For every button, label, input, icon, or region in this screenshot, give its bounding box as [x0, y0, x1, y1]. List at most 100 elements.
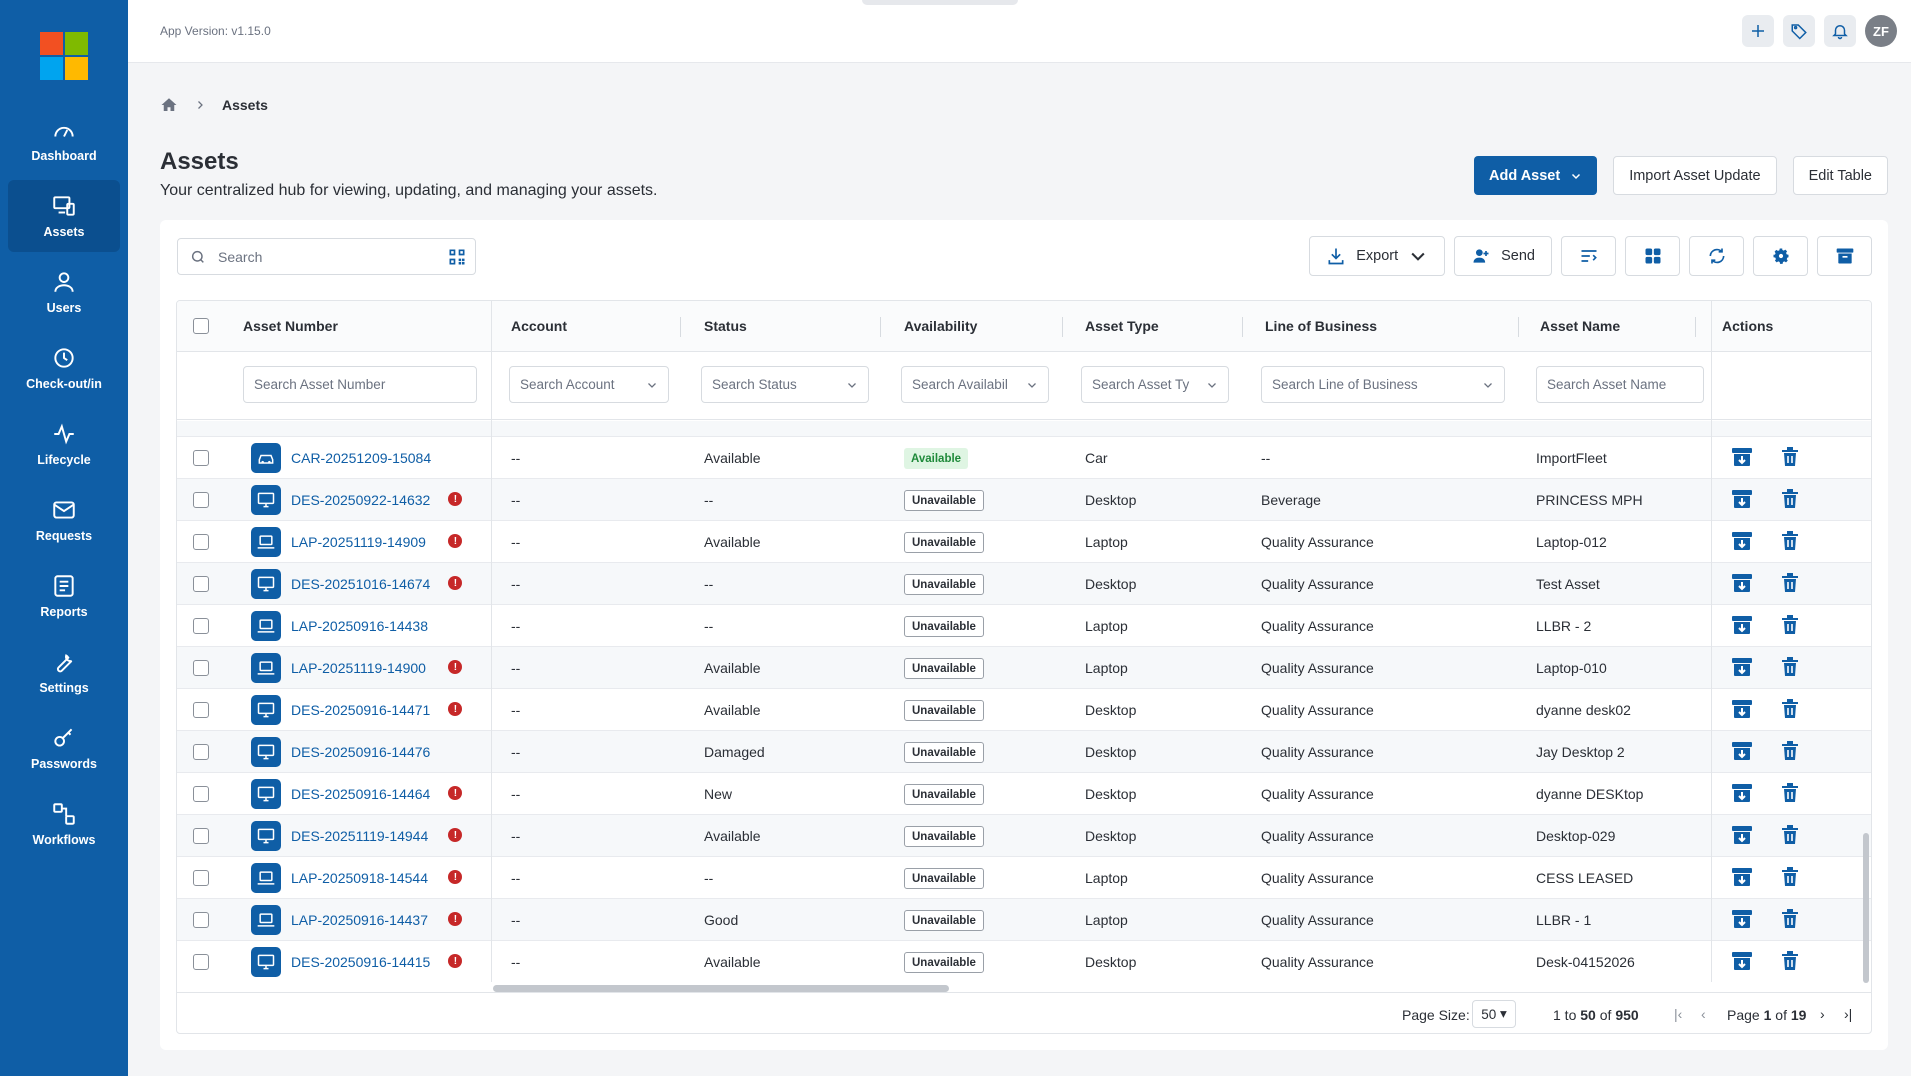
table-row[interactable] — [177, 421, 1871, 437]
row-checkbox[interactable] — [193, 702, 209, 718]
asset-number-link[interactable]: DES-20251119-14944 — [291, 828, 429, 844]
archive-row-icon[interactable] — [1730, 613, 1754, 637]
warning-icon[interactable]: ! — [448, 912, 463, 926]
sidebar-item-dashboard[interactable]: Dashboard — [8, 104, 120, 176]
asset-number-link[interactable]: DES-20250916-14471 — [291, 702, 431, 718]
asset-number-link[interactable]: LAP-20250918-14544 — [291, 870, 429, 886]
filter-availability[interactable]: Search Availabil — [901, 366, 1049, 403]
sidebar-item-assets[interactable]: Assets — [8, 180, 120, 252]
table-row[interactable]: DES-20250922-14632 ! -- -- Unavailable D… — [177, 479, 1871, 521]
archive-row-icon[interactable] — [1730, 739, 1754, 763]
asset-number-link[interactable]: LAP-20251119-14900 — [291, 660, 426, 676]
asset-number-link[interactable]: DES-20250916-14464 — [291, 786, 431, 802]
export-button[interactable]: Export — [1309, 236, 1446, 276]
filter-account[interactable]: Search Account — [509, 366, 669, 403]
column-resize-handle[interactable] — [1518, 317, 1519, 337]
row-checkbox[interactable] — [193, 660, 209, 676]
archive-row-icon[interactable] — [1730, 697, 1754, 721]
sidebar-item-users[interactable]: Users — [8, 256, 120, 328]
row-checkbox[interactable] — [193, 450, 209, 466]
archive-row-icon[interactable] — [1730, 655, 1754, 679]
table-row[interactable]: LAP-20250918-14544 ! -- -- Unavailable L… — [177, 857, 1871, 899]
sidebar-item-check-out-in[interactable]: Check-out/in — [8, 332, 120, 404]
filter-asset-type[interactable]: Search Asset Ty — [1081, 366, 1229, 403]
table-row[interactable]: DES-20251016-14674 ! -- -- Unavailable D… — [177, 563, 1871, 605]
row-checkbox[interactable] — [193, 870, 209, 886]
column-resize-handle[interactable] — [680, 317, 681, 337]
asset-number-link[interactable]: DES-20251016-14674 — [291, 576, 431, 592]
search-input[interactable] — [218, 248, 438, 265]
archive-row-icon[interactable] — [1730, 823, 1754, 847]
column-header-status[interactable]: Status — [704, 318, 747, 334]
row-checkbox[interactable] — [193, 912, 209, 928]
table-row[interactable]: DES-20250916-14471 ! -- Available Unavai… — [177, 689, 1871, 731]
asset-number-link[interactable]: DES-20250922-14632 — [291, 492, 431, 508]
archive-row-icon[interactable] — [1730, 445, 1754, 469]
table-row[interactable]: DES-20250916-14415 ! -- Available Unavai… — [177, 941, 1871, 982]
delete-row-icon[interactable] — [1778, 487, 1802, 511]
prev-page-button[interactable]: ‹ — [1701, 1006, 1706, 1022]
row-checkbox[interactable] — [193, 744, 209, 760]
asset-number-link[interactable]: LAP-20250916-14437 — [291, 912, 429, 928]
archive-row-icon[interactable] — [1730, 781, 1754, 805]
table-row[interactable]: DES-20251119-14944 ! -- Available Unavai… — [177, 815, 1871, 857]
warning-icon[interactable]: ! — [448, 954, 463, 968]
filter-line-of-business[interactable]: Search Line of Business — [1261, 366, 1505, 403]
filter-asset-name[interactable]: Search Asset Name — [1536, 366, 1704, 403]
archive-row-icon[interactable] — [1730, 571, 1754, 595]
select-all-checkbox[interactable] — [193, 318, 209, 334]
sidebar-item-settings[interactable]: Settings — [8, 636, 120, 708]
row-checkbox[interactable] — [193, 954, 209, 970]
warning-icon[interactable]: ! — [448, 786, 463, 800]
delete-row-icon[interactable] — [1778, 949, 1802, 973]
warning-icon[interactable]: ! — [448, 828, 463, 842]
table-row[interactable]: LAP-20250916-14437 ! -- Good Unavailable… — [177, 899, 1871, 941]
warning-icon[interactable]: ! — [448, 534, 463, 548]
asset-number-link[interactable]: CAR-20251209-15084 — [291, 450, 432, 466]
sidebar-item-passwords[interactable]: Passwords — [8, 712, 120, 784]
edit-table-button[interactable]: Edit Table — [1792, 156, 1888, 195]
delete-row-icon[interactable] — [1778, 613, 1802, 637]
column-resize-handle[interactable] — [1062, 317, 1063, 337]
table-row[interactable]: DES-20250916-14476 -- Damaged Unavailabl… — [177, 731, 1871, 773]
delete-row-icon[interactable] — [1778, 739, 1802, 763]
asset-number-link[interactable]: DES-20250916-14476 — [291, 744, 431, 760]
sidebar-item-lifecycle[interactable]: Lifecycle — [8, 408, 120, 480]
table-row[interactable]: CAR-20251209-15084 -- Available Availabl… — [177, 437, 1871, 479]
row-checkbox[interactable] — [193, 828, 209, 844]
home-icon[interactable] — [160, 96, 178, 114]
delete-row-icon[interactable] — [1778, 529, 1802, 553]
add-button[interactable] — [1742, 15, 1774, 47]
column-resize-handle[interactable] — [1242, 317, 1243, 337]
tag-button[interactable] — [1783, 15, 1815, 47]
refresh-button[interactable] — [1689, 236, 1744, 276]
asset-number-link[interactable]: DES-20250916-14415 — [291, 954, 431, 970]
archive-row-icon[interactable] — [1730, 865, 1754, 889]
page-size-select[interactable]: 50 ▾ — [1472, 1000, 1516, 1028]
archive-row-icon[interactable] — [1730, 487, 1754, 511]
first-page-button[interactable]: |‹ — [1674, 1006, 1683, 1022]
add-asset-button[interactable]: Add Asset — [1474, 156, 1598, 195]
column-header-asset-type[interactable]: Asset Type — [1085, 318, 1159, 334]
delete-row-icon[interactable] — [1778, 865, 1802, 889]
table-row[interactable]: LAP-20250916-14438 -- -- Unavailable Lap… — [177, 605, 1871, 647]
warning-icon[interactable]: ! — [448, 576, 463, 590]
asset-number-link[interactable]: LAP-20251119-14909 — [291, 534, 426, 550]
import-asset-update-button[interactable]: Import Asset Update — [1613, 156, 1777, 195]
archive-row-icon[interactable] — [1730, 529, 1754, 553]
warning-icon[interactable]: ! — [448, 660, 463, 674]
column-header-account[interactable]: Account — [511, 318, 567, 334]
column-header-actions[interactable]: Actions — [1722, 318, 1774, 334]
table-row[interactable]: LAP-20251119-14909 ! -- Available Unavai… — [177, 521, 1871, 563]
warning-icon[interactable]: ! — [448, 870, 463, 884]
column-header-availability[interactable]: Availability — [904, 318, 978, 334]
table-row[interactable]: LAP-20251119-14900 ! -- Available Unavai… — [177, 647, 1871, 689]
qr-code-icon[interactable] — [447, 247, 467, 267]
search-box[interactable] — [177, 238, 476, 275]
asset-number-link[interactable]: LAP-20250916-14438 — [291, 618, 429, 634]
table-row[interactable]: DES-20250916-14464 ! -- New Unavailable … — [177, 773, 1871, 815]
archive-button[interactable] — [1817, 236, 1872, 276]
warning-icon[interactable]: ! — [448, 492, 463, 506]
row-checkbox[interactable] — [193, 534, 209, 550]
column-header-line-of-business[interactable]: Line of Business — [1265, 318, 1378, 334]
